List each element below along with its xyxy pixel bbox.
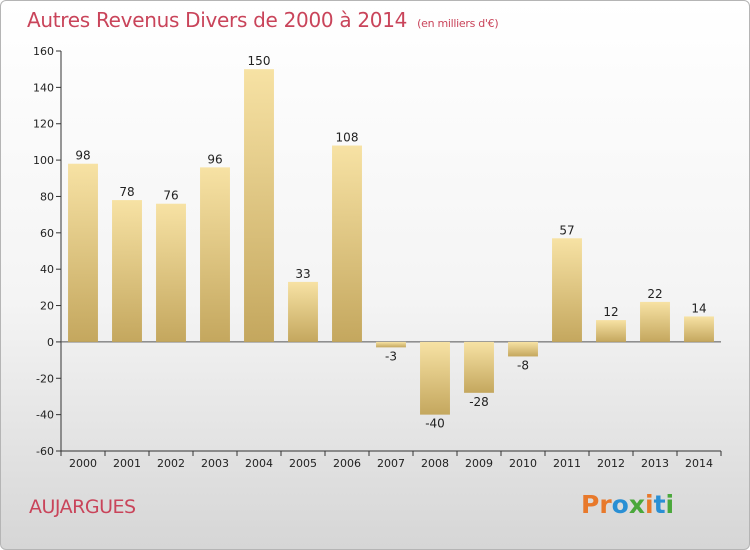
x-tick-label-2005: 2005 xyxy=(289,457,317,470)
value-label-2002: 76 xyxy=(163,189,178,203)
value-label-2012: 12 xyxy=(603,305,618,319)
bar-2006 xyxy=(332,145,362,342)
value-label-2010: -8 xyxy=(517,358,529,372)
x-tick-label-2002: 2002 xyxy=(157,457,185,470)
value-label-2001: 78 xyxy=(119,185,134,199)
chart-subtitle: (en milliers d'€) xyxy=(417,17,499,30)
value-label-2003: 96 xyxy=(207,152,222,166)
bar-2005 xyxy=(288,281,318,342)
chart-title: Autres Revenus Divers de 2000 à 2014 (en… xyxy=(27,8,499,32)
x-tick-label-2009: 2009 xyxy=(465,457,493,470)
bar-2011 xyxy=(552,238,582,342)
x-tick-label-2006: 2006 xyxy=(333,457,361,470)
value-label-2005: 33 xyxy=(295,267,310,281)
value-label-2007: -3 xyxy=(385,349,397,363)
x-tick-label-2007: 2007 xyxy=(377,457,405,470)
bar-2008 xyxy=(420,341,450,415)
proxiti-logo: Proxiti xyxy=(581,490,691,526)
y-tick-label: 40 xyxy=(40,263,54,276)
bar-2013 xyxy=(640,301,670,342)
value-label-2006: 108 xyxy=(336,131,359,145)
y-tick-label: -40 xyxy=(36,409,54,422)
value-label-2000: 98 xyxy=(75,149,90,163)
x-tick-label-2000: 2000 xyxy=(69,457,97,470)
y-tick-label: 160 xyxy=(33,45,54,58)
logo-letter: i xyxy=(665,490,675,519)
value-label-2013: 22 xyxy=(647,287,662,301)
place-name: AUJARGUES xyxy=(29,496,136,518)
value-label-2008: -40 xyxy=(425,417,445,431)
x-tick-label-2008: 2008 xyxy=(421,457,449,470)
y-tick-label: 20 xyxy=(40,300,54,313)
logo-letter: P xyxy=(581,490,600,519)
bar-2003 xyxy=(200,167,230,342)
y-tick-label: 80 xyxy=(40,190,54,203)
y-tick-label: 100 xyxy=(33,154,54,167)
value-label-2011: 57 xyxy=(559,223,574,237)
x-tick-label-2003: 2003 xyxy=(201,457,229,470)
logo-letter: x xyxy=(628,490,645,519)
bar-2010 xyxy=(508,341,538,357)
bar-2000 xyxy=(68,163,98,342)
bar-2012 xyxy=(596,320,626,342)
logo-letter: i xyxy=(645,490,654,519)
x-tick-label-2014: 2014 xyxy=(685,457,713,470)
y-tick-label: 120 xyxy=(33,118,54,131)
bar-2002 xyxy=(156,203,186,342)
bar-2009 xyxy=(464,341,494,393)
bar-2014 xyxy=(684,316,714,342)
value-label-2004: 150 xyxy=(248,54,271,68)
x-tick-label-2013: 2013 xyxy=(641,457,669,470)
y-tick-label: -20 xyxy=(36,372,54,385)
x-tick-label-2012: 2012 xyxy=(597,457,625,470)
bar-2004 xyxy=(244,69,274,342)
chart-title-text: Autres Revenus Divers de 2000 à 2014 xyxy=(27,8,408,32)
y-tick-label: 0 xyxy=(47,336,54,349)
bar-2007 xyxy=(376,341,406,348)
logo-letter: o xyxy=(611,490,629,519)
value-label-2014: 14 xyxy=(691,301,706,315)
y-tick-label: 140 xyxy=(33,81,54,94)
bar-2001 xyxy=(112,200,142,342)
x-tick-label-2010: 2010 xyxy=(509,457,537,470)
x-tick-label-2001: 2001 xyxy=(113,457,141,470)
y-tick-label: -60 xyxy=(36,445,54,458)
value-label-2009: -28 xyxy=(469,395,489,409)
logo-letter: r xyxy=(599,490,612,519)
x-tick-label-2004: 2004 xyxy=(245,457,273,470)
logo-letter: t xyxy=(653,490,666,519)
y-tick-label: 60 xyxy=(40,227,54,240)
x-tick-label-2011: 2011 xyxy=(553,457,581,470)
